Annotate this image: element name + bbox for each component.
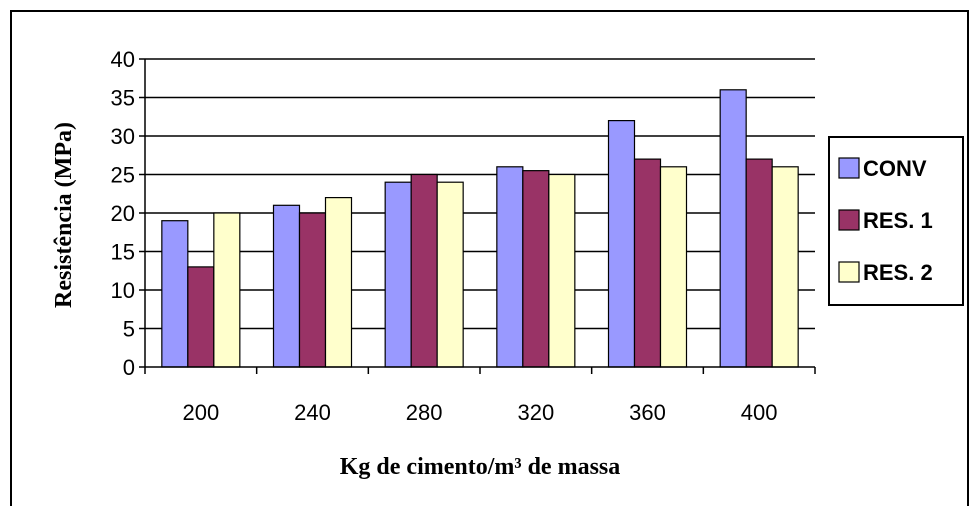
bar-res-1-400 [745, 158, 773, 368]
y-tick-label: 15 [111, 240, 135, 265]
bar-conv-320 [496, 166, 524, 368]
x-tick-label: 360 [629, 400, 666, 425]
bars [161, 89, 799, 368]
bar-conv-360 [607, 119, 636, 368]
y-tick-label: 40 [111, 47, 135, 72]
x-tick-labels: 200 240 280 320 360 400 [182, 400, 777, 425]
bar-res-1-240 [298, 212, 327, 368]
legend: CONV RES. 1 RES. 2 [828, 136, 964, 306]
y-tick-label: 35 [111, 86, 135, 111]
bar-conv-200 [161, 220, 189, 368]
y-tick-label: 0 [123, 355, 135, 380]
bar-res-2-400 [771, 166, 799, 368]
bar-res-1-200 [187, 266, 215, 368]
x-axis-title: Kg de cimento/m³ de massa [340, 454, 621, 480]
y-tick-label: 30 [111, 124, 135, 149]
gridlines [145, 58, 815, 330]
y-axis-title: Resistência (MPa) [51, 122, 77, 308]
x-tick-label: 280 [406, 400, 443, 425]
bar-res-1-320 [522, 170, 550, 368]
legend-label: CONV [863, 156, 927, 181]
legend-label: RES. 1 [863, 208, 933, 233]
x-tick-label: 400 [741, 400, 778, 425]
bar-res-2-320 [548, 173, 576, 368]
y-tick-label: 25 [111, 163, 135, 188]
y-tick-label: 20 [111, 201, 135, 226]
chart-frame [10, 10, 969, 506]
y-tick-labels: 0 5 10 15 20 25 30 35 40 [111, 47, 135, 380]
bar-res-2-200 [213, 212, 241, 368]
bar-res-2-360 [659, 166, 688, 368]
x-tick-label: 320 [517, 400, 554, 425]
legend-swatch [838, 157, 860, 179]
bar-conv-240 [272, 204, 301, 368]
legend-swatch [838, 261, 860, 283]
legend-label: RES. 2 [863, 260, 933, 285]
bar-res-2-280 [436, 181, 464, 368]
bar-conv-400 [719, 89, 747, 368]
bar-res-1-280 [410, 173, 438, 368]
legend-swatch [838, 209, 860, 231]
axes [139, 58, 816, 374]
y-tick-label: 5 [123, 317, 135, 342]
bar-conv-280 [384, 181, 412, 368]
bar-res-1-360 [633, 158, 662, 368]
y-tick-label: 10 [111, 278, 135, 303]
x-tick-label: 240 [294, 400, 331, 425]
x-tick-label: 200 [182, 400, 219, 425]
bar-res-2-240 [324, 197, 353, 368]
